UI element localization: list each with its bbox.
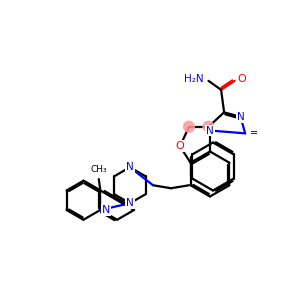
Circle shape bbox=[184, 121, 194, 132]
Circle shape bbox=[203, 121, 214, 132]
Text: O: O bbox=[176, 141, 184, 151]
Text: N: N bbox=[126, 198, 134, 208]
Text: O: O bbox=[238, 74, 246, 84]
Text: N: N bbox=[102, 205, 110, 215]
Text: N: N bbox=[206, 125, 214, 136]
Text: H₂N: H₂N bbox=[184, 74, 204, 84]
Text: N: N bbox=[237, 112, 244, 122]
Text: N: N bbox=[126, 162, 134, 172]
Text: CH₃: CH₃ bbox=[91, 165, 107, 174]
Text: =: = bbox=[250, 128, 258, 138]
